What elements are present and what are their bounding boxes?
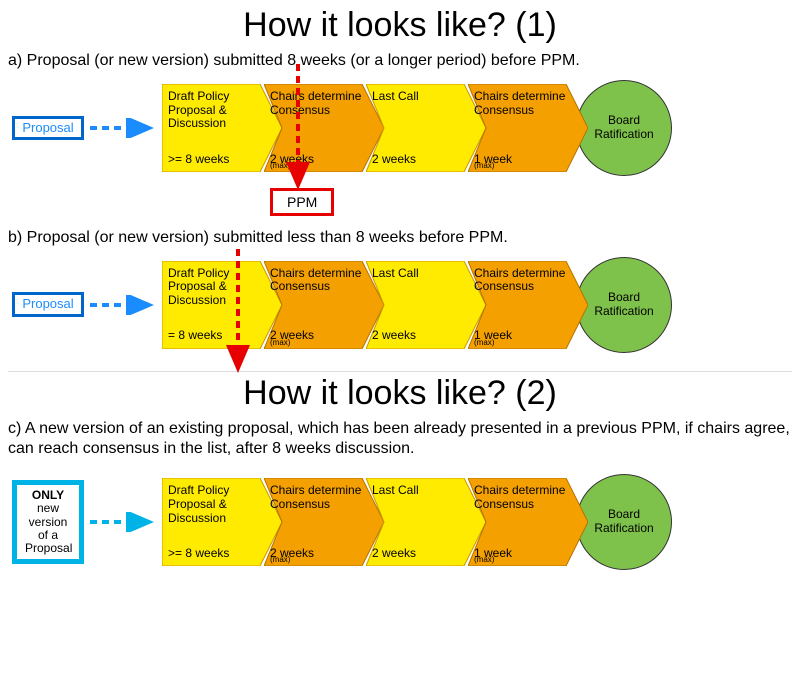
step-duration: >= 8 weeks <box>168 153 260 166</box>
section-c-desc: c) A new version of an existing proposal… <box>8 419 792 461</box>
step-max: (max) <box>270 555 290 564</box>
arrow-a <box>90 118 160 138</box>
step-label: Chairs determine Consensus <box>474 90 566 118</box>
proposal-box-c: ONLY new version of a Proposal <box>12 480 84 564</box>
step-label: Last Call <box>372 90 464 104</box>
ppm-label-a: PPM <box>270 188 334 216</box>
step-label: Draft Policy Proposal & Discussion <box>168 484 260 525</box>
arrow-c <box>90 512 160 532</box>
step-label: Last Call <box>372 267 464 281</box>
divider <box>8 371 792 372</box>
step-chevron: Chairs determine Consensus1 week(max) <box>468 84 588 172</box>
pb-c-l4: of a <box>25 529 71 542</box>
section-a-desc: a) Proposal (or new version) submitted 8… <box>8 51 792 72</box>
step-max: (max) <box>474 161 494 170</box>
step-label: Draft Policy Proposal & Discussion <box>168 267 260 308</box>
step-chevron: Chairs determine Consensus1 week(max) <box>468 261 588 349</box>
section-b-desc: b) Proposal (or new version) submitted l… <box>8 228 792 249</box>
proposal-box-b: Proposal <box>12 292 84 316</box>
pb-c-l2: new <box>25 502 71 515</box>
step-label: Chairs determine Consensus <box>270 484 362 512</box>
step-label: Last Call <box>372 484 464 498</box>
step-label: Draft Policy Proposal & Discussion <box>168 90 260 131</box>
step-max: (max) <box>474 555 494 564</box>
pb-c-l3: version <box>25 516 71 529</box>
arrow-b <box>90 295 160 315</box>
step-max: (max) <box>270 161 290 170</box>
step-label: Chairs determine Consensus <box>270 267 362 295</box>
step-label: Chairs determine Consensus <box>474 267 566 295</box>
step-max: (max) <box>474 338 494 347</box>
step-duration: 2 weeks <box>372 547 464 560</box>
step-max: (max) <box>270 338 290 347</box>
step-duration: 2 weeks <box>372 329 464 342</box>
board-circle-b: Board Ratification <box>576 257 672 353</box>
step-duration: = 8 weeks <box>168 329 260 342</box>
step-duration: 2 weeks <box>372 153 464 166</box>
board-circle-a: Board Ratification <box>576 80 672 176</box>
proposal-box-a: Proposal <box>12 116 84 140</box>
step-label: Chairs determine Consensus <box>474 484 566 512</box>
flow-b: Proposal Draft Policy Proposal & Discuss… <box>8 257 792 353</box>
step-duration: >= 8 weeks <box>168 547 260 560</box>
flow-a: Proposal Draft Policy Proposal & Discuss… <box>8 80 792 176</box>
step-label: Chairs determine Consensus <box>270 90 362 118</box>
pb-c-l5: Proposal <box>25 542 71 555</box>
step-chevron: Chairs determine Consensus1 week(max) <box>468 478 588 566</box>
flow-c: ONLY new version of a Proposal Draft Pol… <box>8 474 792 570</box>
heading-1: How it looks like? (1) <box>8 6 792 45</box>
heading-2: How it looks like? (2) <box>8 374 792 413</box>
board-circle-c: Board Ratification <box>576 474 672 570</box>
